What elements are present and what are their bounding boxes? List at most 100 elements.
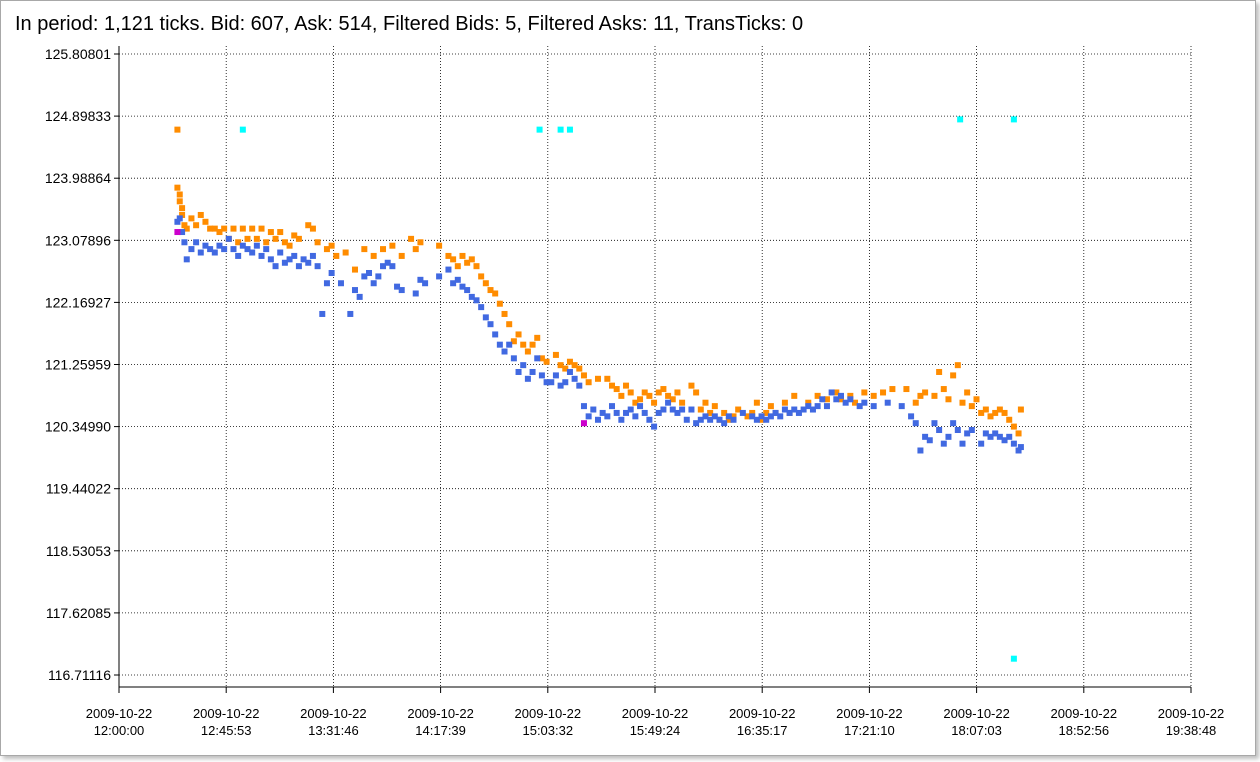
data-point xyxy=(884,399,891,406)
data-point xyxy=(922,433,929,440)
data-point xyxy=(978,409,985,416)
data-point xyxy=(837,396,844,403)
data-point xyxy=(258,225,265,232)
data-point xyxy=(599,409,606,416)
x-tick-time-label: 19:38:48 xyxy=(1166,723,1217,738)
data-point xyxy=(506,321,513,328)
x-tick-time-label: 13:31:46 xyxy=(308,723,359,738)
data-point xyxy=(258,252,265,259)
data-point xyxy=(679,399,686,406)
data-point xyxy=(870,392,877,399)
data-point xyxy=(216,242,223,249)
data-point xyxy=(665,399,672,406)
data-point xyxy=(566,358,573,365)
data-point xyxy=(735,406,742,413)
data-point xyxy=(323,246,330,253)
data-point xyxy=(239,126,246,133)
data-point xyxy=(188,215,195,222)
data-point xyxy=(492,290,499,297)
data-point xyxy=(917,447,924,454)
data-point xyxy=(473,263,480,270)
data-point xyxy=(627,406,634,413)
data-point xyxy=(795,409,802,416)
data-point xyxy=(529,368,536,375)
data-point xyxy=(174,218,181,225)
data-point xyxy=(819,396,826,403)
data-point xyxy=(693,389,700,396)
data-point xyxy=(903,386,910,393)
data-point xyxy=(408,235,415,242)
data-point xyxy=(464,259,471,266)
data-point xyxy=(309,225,316,232)
data-point xyxy=(337,280,344,287)
data-point xyxy=(777,413,784,420)
data-point xyxy=(487,287,494,294)
data-point xyxy=(931,392,938,399)
data-point xyxy=(613,409,620,416)
data-point xyxy=(361,246,368,253)
data-point xyxy=(562,379,569,386)
data-point xyxy=(244,246,251,253)
data-point xyxy=(496,341,503,348)
data-point xyxy=(721,420,728,427)
data-point xyxy=(181,222,188,229)
chart-title: In period: 1,121 ticks. Bid: 607, Ask: 5… xyxy=(15,13,804,35)
data-point xyxy=(417,239,424,246)
data-point xyxy=(805,399,812,406)
x-tick-time-label: 17:21:10 xyxy=(844,723,895,738)
data-point xyxy=(926,437,933,444)
data-point xyxy=(753,416,760,423)
data-point xyxy=(814,403,821,410)
data-point xyxy=(683,416,690,423)
data-point xyxy=(637,396,644,403)
data-point xyxy=(852,399,859,406)
data-point xyxy=(702,399,709,406)
data-point xyxy=(590,406,597,413)
data-point xyxy=(847,392,854,399)
y-tick-label: 123.07896 xyxy=(45,232,111,248)
data-point xyxy=(1010,655,1017,662)
data-points xyxy=(174,116,1024,662)
data-point xyxy=(964,430,971,437)
x-tick-time-label: 15:03:32 xyxy=(522,723,573,738)
data-point xyxy=(176,215,183,222)
data-point xyxy=(922,389,929,396)
data-point xyxy=(524,348,531,355)
data-point xyxy=(992,430,999,437)
data-point xyxy=(524,375,531,382)
data-point xyxy=(786,409,793,416)
data-point xyxy=(957,116,964,123)
data-point xyxy=(536,126,543,133)
data-point xyxy=(1015,430,1022,437)
data-point xyxy=(267,256,274,263)
data-point xyxy=(763,416,770,423)
data-point xyxy=(398,252,405,259)
data-point xyxy=(655,389,662,396)
data-point xyxy=(464,287,471,294)
data-point xyxy=(674,409,681,416)
data-point xyxy=(193,239,200,246)
data-point xyxy=(669,406,676,413)
data-point xyxy=(936,368,943,375)
data-point xyxy=(333,252,340,259)
data-point xyxy=(739,409,746,416)
data-point xyxy=(711,413,718,420)
data-point xyxy=(711,403,718,410)
data-point xyxy=(1010,423,1017,430)
data-point xyxy=(791,392,798,399)
data-point xyxy=(697,416,704,423)
data-point xyxy=(510,338,517,345)
data-point xyxy=(286,242,293,249)
data-point xyxy=(814,392,821,399)
data-point xyxy=(767,403,774,410)
x-tick-time-label: 16:35:17 xyxy=(737,723,788,738)
data-point xyxy=(249,249,256,256)
data-point xyxy=(197,211,204,218)
data-point xyxy=(179,229,186,236)
data-point xyxy=(837,392,844,399)
data-point xyxy=(459,252,466,259)
data-point xyxy=(627,389,634,396)
data-point xyxy=(370,252,377,259)
data-point xyxy=(510,355,517,362)
data-point xyxy=(319,310,326,317)
